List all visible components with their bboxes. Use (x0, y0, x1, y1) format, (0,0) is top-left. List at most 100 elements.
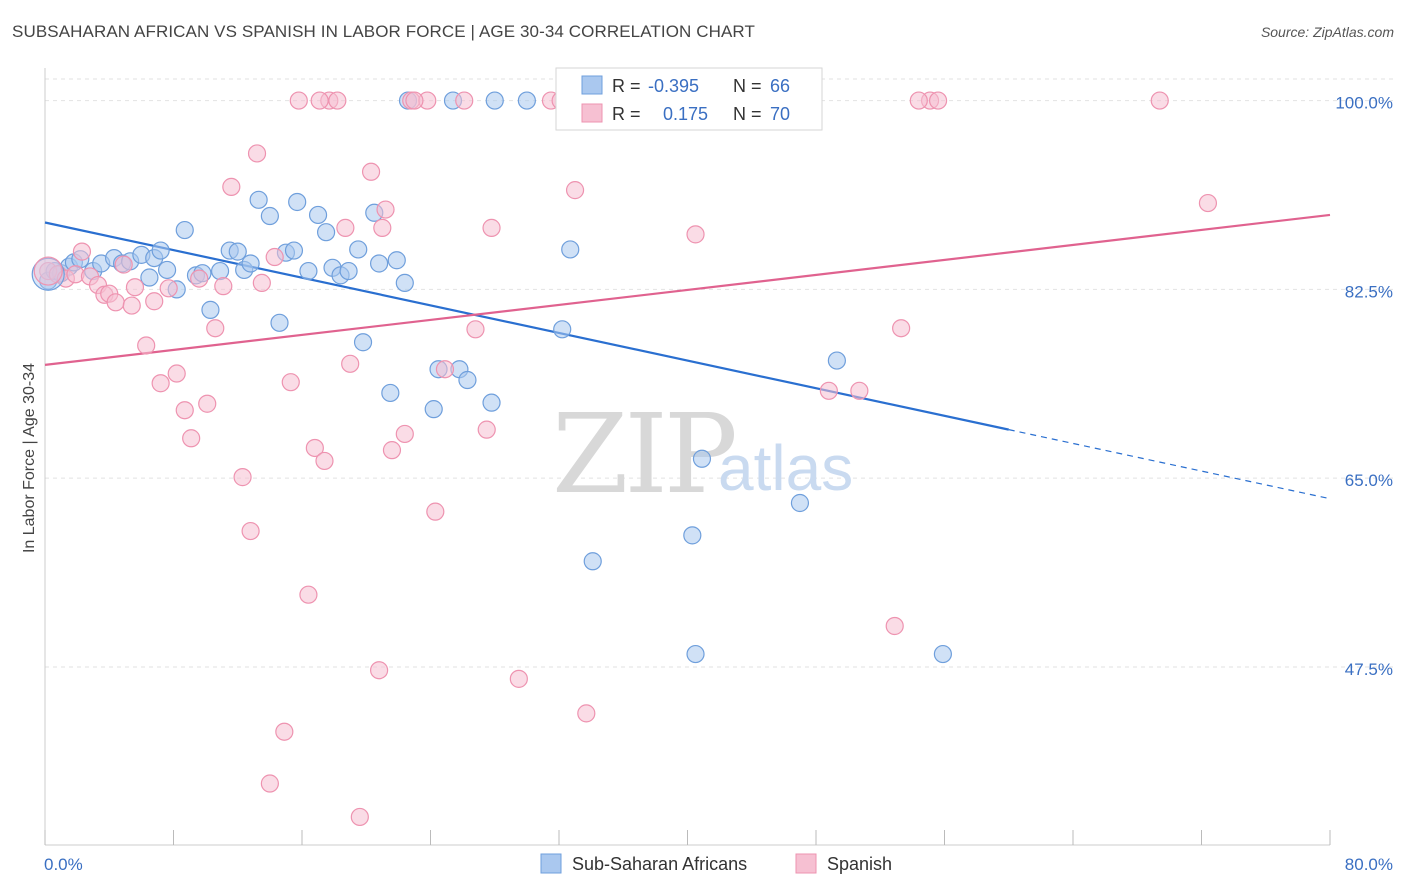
chart-title: SUBSAHARAN AFRICAN VS SPANISH IN LABOR F… (12, 22, 755, 41)
y-tick-labels: 100.0% 82.5% 65.0% 47.5% (1335, 94, 1393, 679)
point-subsaharan-58 (683, 526, 702, 545)
point-spanish-26 (241, 521, 260, 541)
point-subsaharan-21 (210, 261, 230, 281)
y-tick-label-3: 47.5% (1345, 660, 1393, 679)
point-spanish-44 (373, 218, 392, 237)
point-subsaharan-25 (241, 254, 260, 273)
point-spanish-66 (892, 319, 911, 338)
point-subsaharan-28 (270, 313, 289, 332)
trend-lines (44, 213, 1331, 500)
point-spanish-64 (819, 381, 838, 400)
point-spanish-53 (466, 320, 485, 339)
legend-n-value-1: 70 (770, 104, 790, 124)
point-spanish-20 (190, 269, 209, 288)
point-subsaharan-38 (349, 240, 368, 259)
point-spanish-67 (885, 616, 904, 636)
point-spanish-59 (565, 181, 585, 200)
watermark-atlas: atlas (718, 432, 853, 504)
point-subsaharan-44 (395, 273, 414, 293)
point-spanish-17 (167, 364, 186, 383)
point-subsaharan-43 (387, 251, 406, 270)
point-subsaharan-32 (299, 261, 318, 281)
bottom-legend: Sub-Saharan Africans Spanish (540, 853, 892, 874)
point-spanish-69 (928, 91, 948, 110)
point-spanish-46 (382, 441, 402, 460)
point-spanish-65 (850, 381, 869, 400)
legend-n-value-0: 66 (770, 76, 790, 96)
point-subsaharan-31 (288, 192, 307, 212)
legend-r-value-1: 0.175 (663, 104, 708, 124)
point-spanish-15 (151, 374, 170, 393)
trend-line-spanish (44, 213, 1331, 366)
point-spanish-18 (175, 401, 194, 420)
trend-line-subsaharan (44, 221, 1009, 431)
point-spanish-54 (477, 420, 496, 439)
point-subsaharan-60 (686, 644, 705, 664)
point-spanish-28 (252, 273, 271, 293)
point-spanish-30 (265, 247, 284, 267)
point-spanish-33 (289, 91, 308, 110)
axes (44, 68, 1331, 846)
point-subsaharan-42 (381, 383, 400, 403)
point-subsaharan-54 (553, 320, 572, 339)
point-spanish-38 (328, 91, 347, 110)
y-axis-label: In Labor Force | Age 30-34 (21, 363, 38, 553)
point-subsaharan-56 (583, 552, 602, 571)
legend-box: R = -0.395 N = 66 R = 0.175 N = 70 (555, 67, 823, 131)
y-tick-label-2: 65.0% (1345, 471, 1393, 490)
legend-r-value-0: -0.395 (648, 76, 699, 96)
point-subsaharan-63 (827, 351, 846, 370)
point-spanish-27 (247, 144, 267, 163)
x-tick-label-0: 0.0% (44, 855, 83, 874)
point-spanish-52 (455, 91, 474, 110)
point-subsaharan-17 (175, 220, 194, 240)
point-spanish-74 (405, 91, 424, 110)
point-spanish-13 (137, 336, 156, 355)
x-tick-label-1: 80.0% (1345, 855, 1393, 874)
point-spanish-45 (376, 200, 395, 219)
point-spanish-56 (509, 669, 528, 688)
point-spanish-12 (125, 278, 145, 297)
point-spanish-60 (577, 704, 596, 723)
point-subsaharan-30 (284, 241, 304, 260)
point-spanish-75 (310, 91, 329, 110)
point-subsaharan-59 (692, 449, 712, 468)
point-spanish-43 (370, 661, 389, 680)
legend-swatch-subsaharan (581, 75, 603, 95)
point-spanish-42 (361, 162, 381, 181)
point-spanish-25 (233, 468, 252, 487)
bottom-legend-label-subsaharan: Sub-Saharan Africans (572, 854, 747, 874)
point-spanish-41 (350, 807, 369, 827)
point-spanish-14 (145, 292, 164, 311)
point-subsaharan-23 (228, 242, 247, 261)
point-spanish-51 (435, 360, 455, 379)
point-subsaharan-50 (458, 370, 477, 390)
point-subsaharan-55 (561, 240, 580, 259)
point-spanish-24 (222, 177, 241, 196)
legend-r-label-0: R = (612, 76, 641, 96)
x-tick-labels: 0.0% 80.0% (44, 855, 1393, 874)
point-spanish-21 (198, 394, 217, 413)
point-spanish-50 (426, 502, 445, 521)
point-subsaharan-14 (151, 241, 170, 260)
legend-n-label-1: N = (733, 104, 762, 124)
bottom-legend-swatch-spanish (795, 853, 817, 874)
point-subsaharan-15 (157, 260, 177, 280)
point-spanish-10 (114, 255, 133, 274)
bottom-legend-swatch-subsaharan (540, 853, 562, 874)
point-subsaharan-34 (316, 223, 336, 242)
point-subsaharan-52 (485, 91, 504, 110)
point-spanish-36 (315, 451, 334, 471)
point-subsaharan-39 (353, 333, 373, 352)
point-subsaharan-26 (249, 190, 268, 209)
bottom-legend-label-spanish: Spanish (827, 854, 892, 874)
point-spanish-16 (159, 279, 178, 298)
point-spanish-19 (182, 429, 201, 448)
y-tick-label-0: 100.0% (1335, 94, 1393, 113)
point-spanish-4 (72, 242, 92, 261)
point-subsaharan-53 (517, 91, 536, 110)
point-subsaharan-51 (482, 393, 501, 412)
point-spanish-29 (260, 774, 279, 793)
point-spanish-22 (206, 319, 225, 338)
